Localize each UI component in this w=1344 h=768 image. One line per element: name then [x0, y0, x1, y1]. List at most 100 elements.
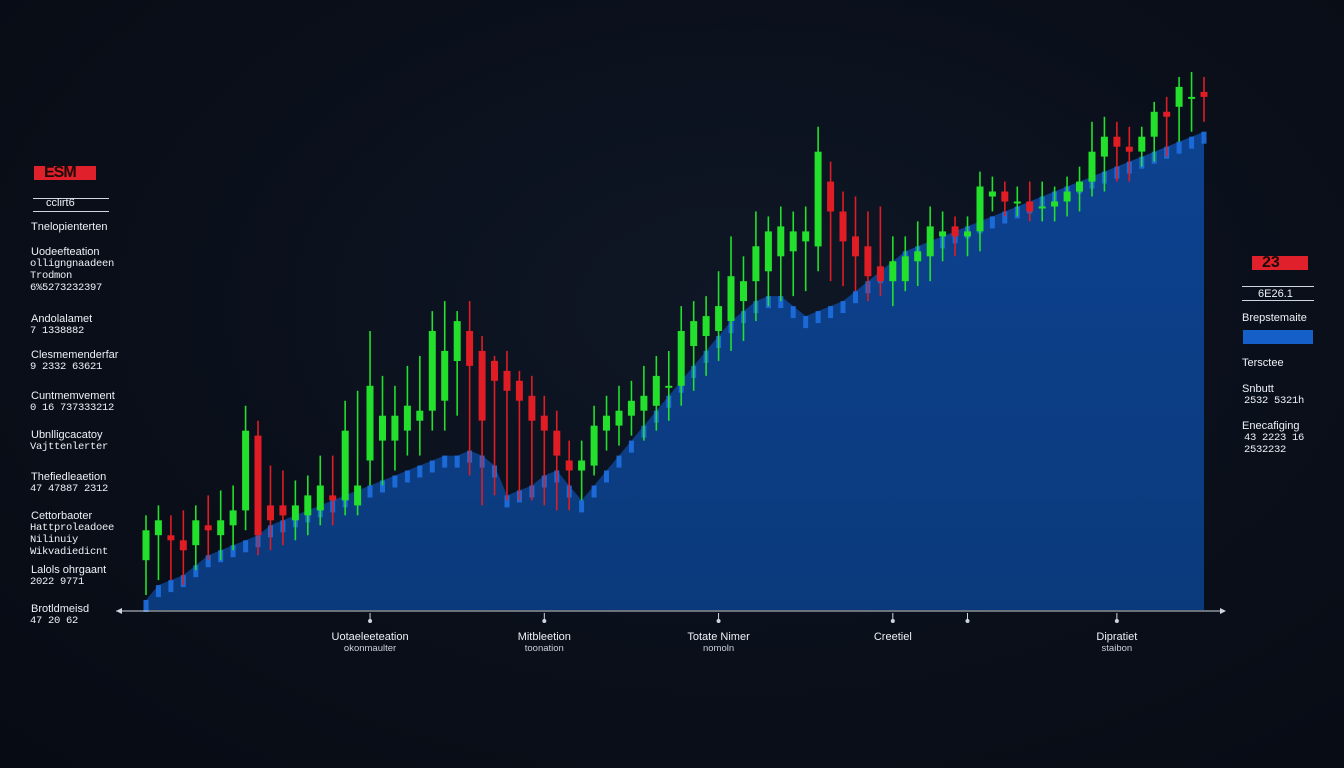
- left-entry-value: 2022 9771: [30, 576, 85, 588]
- candle-up: [615, 385, 623, 446]
- left-entry-title: Thefiedleaetion: [31, 471, 107, 483]
- candle-up: [341, 400, 349, 516]
- candle-body: [341, 430, 349, 501]
- area-edge-bar: [367, 485, 373, 498]
- candle-down: [515, 370, 523, 501]
- candle-up: [217, 490, 225, 561]
- candle-up: [1188, 71, 1196, 132]
- left-badge: [34, 166, 96, 180]
- candle-up: [1013, 186, 1021, 217]
- area-edge-bar: [429, 460, 435, 473]
- left-entry-title: Cuntmemvement: [31, 390, 115, 402]
- candle-body: [291, 505, 299, 521]
- right-badge: [1252, 256, 1308, 270]
- x-label-line2: staibon: [1101, 643, 1133, 654]
- x-label-line2: toonation: [524, 643, 564, 654]
- candle-body: [640, 395, 648, 411]
- x-tick-label: Mitbleetion toonation: [484, 631, 604, 654]
- candle-up: [901, 236, 909, 292]
- candle-body: [939, 231, 947, 237]
- candle-down: [1026, 181, 1034, 222]
- candle-body: [777, 226, 785, 257]
- candle-up: [453, 311, 461, 416]
- candle-body: [1113, 136, 1121, 147]
- axis-arrow-left: [116, 608, 122, 614]
- area-fill: [146, 131, 1204, 610]
- candle-body: [491, 360, 498, 381]
- candle-down: [1163, 96, 1171, 157]
- candle-body: [603, 415, 610, 431]
- left-entry-value: 9 2332 63621: [30, 361, 103, 373]
- x-label-line1: Dipratiet: [1096, 631, 1138, 643]
- candle-up: [154, 505, 162, 581]
- candle-up: [964, 216, 971, 257]
- left-entry-value: olligngnaadeen: [30, 258, 115, 270]
- candle-up: [789, 211, 797, 297]
- x-tick-label: Totate Nimer nomoln: [659, 631, 779, 654]
- candle-up: [740, 256, 747, 341]
- candle-up: [1088, 121, 1096, 197]
- candle-up: [640, 365, 648, 441]
- left-entry-value: 7 1338882: [30, 325, 85, 337]
- area-edge-bar: [205, 555, 211, 568]
- candle-body: [876, 266, 884, 282]
- candle-up: [652, 355, 660, 431]
- candle-up: [304, 475, 312, 536]
- candle-up: [939, 211, 947, 262]
- area-edge-bar: [442, 455, 448, 468]
- candle-down: [1125, 126, 1133, 182]
- candle-up: [627, 380, 635, 436]
- right-entry-value: 2532232: [1244, 444, 1287, 456]
- left-entry-title: Tnelopienterten: [31, 221, 108, 233]
- candle-body: [1088, 151, 1096, 182]
- candle-up: [1100, 116, 1108, 192]
- candle-down: [329, 455, 337, 526]
- area-edge-bar: [1189, 136, 1195, 149]
- candle-down: [491, 355, 498, 496]
- area-edge-bar: [243, 540, 249, 553]
- candle-body: [379, 415, 386, 441]
- candle-body: [1163, 111, 1171, 117]
- left-entry-value: Hattproleadoee: [30, 522, 115, 534]
- candle-up: [1051, 186, 1059, 222]
- area-edge-bar: [778, 296, 784, 309]
- candle-body: [964, 231, 971, 237]
- candle-down: [827, 161, 835, 282]
- candle-body: [267, 505, 274, 521]
- candle-down: [466, 301, 474, 476]
- candle-down: [553, 410, 561, 511]
- candle-up: [578, 440, 586, 501]
- candle-up: [802, 206, 810, 292]
- candle-body: [827, 181, 835, 212]
- candle-down: [565, 440, 573, 511]
- left-entry-value: Wikvadiedicnt: [30, 546, 109, 558]
- candle-down: [503, 350, 511, 501]
- candle-body: [590, 425, 598, 466]
- candle-up: [814, 126, 822, 272]
- left-divider: [33, 211, 109, 212]
- candle-down: [951, 216, 959, 257]
- candle-body: [242, 430, 250, 511]
- area-edge-bar: [790, 306, 796, 319]
- area-edge-bar: [579, 500, 585, 513]
- area-edge-bar: [591, 485, 597, 498]
- left-entry-value: 47 20 62: [30, 615, 79, 627]
- candle-down: [1001, 181, 1009, 217]
- candle-body: [864, 246, 872, 277]
- x-tick-label: Creetiel: [833, 631, 953, 643]
- axis-arrow-right: [1220, 608, 1226, 614]
- left-entry-value: 47 47887 2312: [30, 483, 109, 495]
- left-entry-title: Brotldmeisd: [31, 603, 90, 615]
- area-edge-bar: [454, 455, 460, 468]
- area-edge-bar: [828, 306, 834, 319]
- candle-body: [366, 385, 374, 461]
- candle-up: [1150, 101, 1158, 162]
- candle-body: [702, 316, 710, 336]
- candle-body: [914, 251, 922, 262]
- candle-body: [192, 520, 200, 546]
- x-label-line2: okonmaulter: [343, 643, 397, 654]
- area-edge-bar: [989, 216, 995, 229]
- left-entry-title: Lalols ohrgaant: [31, 564, 107, 576]
- x-axis: [116, 608, 1226, 623]
- candle-body: [690, 321, 698, 346]
